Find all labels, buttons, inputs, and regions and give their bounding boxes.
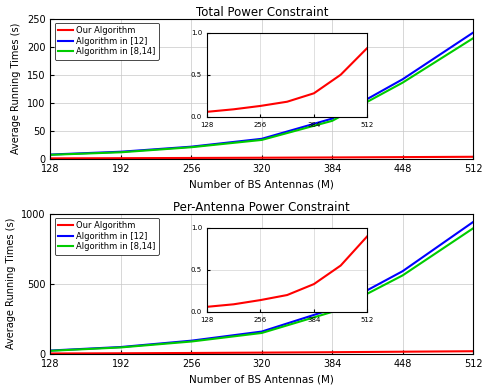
Y-axis label: Average Running Times (s): Average Running Times (s) [5,218,16,349]
Algorithm in [12] [118,149,124,154]
Algorithm in [8,14] [470,226,476,230]
Algorithm in [12] [188,339,194,343]
Algorithm in [12] [329,116,335,121]
Legend: Our Algorithm, Algorithm in [12], Algorithm in [8,14]: Our Algorithm, Algorithm in [12], Algori… [55,23,159,60]
Algorithm in [12] [400,269,406,273]
Line: Our Algorithm: Our Algorithm [50,351,473,353]
Algorithm in [12] [118,345,124,349]
Algorithm in [12] [470,30,476,35]
Our Algorithm [470,154,476,159]
Algorithm in [12] [47,152,53,157]
Algorithm in [8,14] [470,36,476,41]
Algorithm in [12] [400,77,406,82]
Algorithm in [8,14] [259,331,264,335]
Line: Algorithm in [8,14]: Algorithm in [8,14] [50,38,473,155]
Algorithm in [12] [188,144,194,149]
Our Algorithm [259,155,264,160]
Algorithm in [8,14] [118,150,124,154]
Our Algorithm [47,156,53,161]
Legend: Our Algorithm, Algorithm in [12], Algorithm in [8,14]: Our Algorithm, Algorithm in [12], Algori… [55,218,159,255]
Title: Total Power Constraint: Total Power Constraint [196,5,328,19]
Algorithm in [8,14] [329,119,335,123]
Algorithm in [8,14] [188,145,194,150]
Algorithm in [8,14] [188,339,194,344]
Our Algorithm [188,351,194,355]
Our Algorithm [329,350,335,355]
Algorithm in [8,14] [118,345,124,350]
Our Algorithm [470,349,476,354]
Y-axis label: Average Running Times (s): Average Running Times (s) [11,23,21,154]
Our Algorithm [259,350,264,355]
Line: Algorithm in [8,14]: Algorithm in [8,14] [50,228,473,351]
Our Algorithm [118,156,124,161]
Line: Algorithm in [12]: Algorithm in [12] [50,222,473,351]
Algorithm in [8,14] [400,80,406,85]
Title: Per-Antenna Power Constraint: Per-Antenna Power Constraint [173,200,350,214]
X-axis label: Number of BS Antennas (M): Number of BS Antennas (M) [189,374,334,385]
Algorithm in [12] [329,307,335,312]
Algorithm in [12] [259,329,264,334]
Our Algorithm [188,156,194,160]
Algorithm in [12] [259,136,264,141]
Line: Our Algorithm: Our Algorithm [50,157,473,158]
Algorithm in [12] [470,220,476,224]
Our Algorithm [400,155,406,160]
Line: Algorithm in [12]: Algorithm in [12] [50,33,473,154]
Algorithm in [8,14] [47,152,53,157]
Algorithm in [8,14] [329,310,335,314]
X-axis label: Number of BS Antennas (M): Number of BS Antennas (M) [189,179,334,190]
Algorithm in [8,14] [400,273,406,278]
Our Algorithm [47,351,53,356]
Algorithm in [8,14] [259,138,264,142]
Algorithm in [8,14] [47,348,53,353]
Our Algorithm [400,349,406,354]
Our Algorithm [329,155,335,160]
Algorithm in [12] [47,348,53,353]
Our Algorithm [118,351,124,356]
